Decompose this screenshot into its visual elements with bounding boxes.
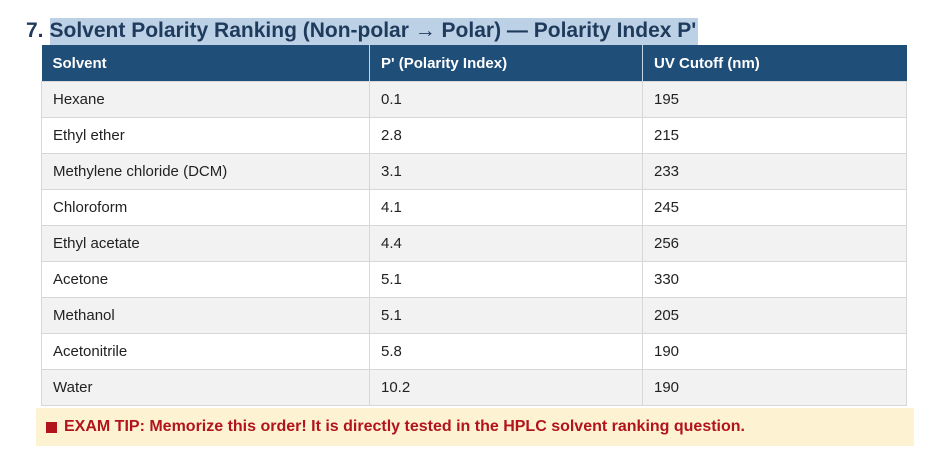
column-header-polarity-index: P' (Polarity Index) [369, 45, 643, 82]
table-row: Acetone 5.1 330 [41, 261, 907, 298]
polarity-index-cell: 3.1 [369, 153, 643, 190]
uv-cutoff-cell: 195 [642, 81, 907, 118]
uv-cutoff-cell: 233 [642, 153, 907, 190]
polarity-index-cell: 10.2 [369, 369, 643, 406]
solvent-cell: Hexane [41, 81, 370, 118]
solvent-cell: Water [41, 369, 370, 406]
uv-cutoff-cell: 215 [642, 117, 907, 154]
section-title[interactable]: Solvent Polarity Ranking (Non-polar → Po… [49, 17, 699, 45]
column-header-solvent: Solvent [41, 45, 370, 82]
table-row: Methanol 5.1 205 [41, 297, 907, 334]
uv-cutoff-cell: 205 [642, 297, 907, 334]
table-row: Chloroform 4.1 245 [41, 189, 907, 226]
polarity-index-cell: 5.1 [369, 261, 643, 298]
table-row: Acetonitrile 5.8 190 [41, 333, 907, 370]
polarity-index-cell: 4.4 [369, 225, 643, 262]
solvent-cell: Methylene chloride (DCM) [41, 153, 370, 190]
solvent-cell: Ethyl ether [41, 117, 370, 154]
square-bullet-icon [46, 421, 57, 433]
solvent-cell: Chloroform [41, 189, 370, 226]
solvent-polarity-table: Solvent P' (Polarity Index) UV Cutoff (n… [41, 45, 907, 406]
solvent-cell: Acetone [41, 261, 370, 298]
table-row: Methylene chloride (DCM) 3.1 233 [41, 153, 907, 190]
table-row: Water 10.2 190 [41, 369, 907, 406]
polarity-index-cell: 0.1 [369, 81, 643, 118]
table-header-row: Solvent P' (Polarity Index) UV Cutoff (n… [41, 45, 907, 82]
uv-cutoff-cell: 190 [642, 333, 907, 370]
polarity-index-cell: 2.8 [369, 117, 643, 154]
column-header-uv-cutoff: UV Cutoff (nm) [642, 45, 907, 82]
solvent-cell: Methanol [41, 297, 370, 334]
exam-tip-text: EXAM TIP: Memorize this order! It is dir… [64, 418, 745, 435]
table-row: Ethyl acetate 4.4 256 [41, 225, 907, 262]
polarity-index-cell: 5.8 [369, 333, 643, 370]
table-row: Hexane 0.1 195 [41, 81, 907, 118]
polarity-index-cell: 4.1 [369, 189, 643, 226]
uv-cutoff-cell: 256 [642, 225, 907, 262]
exam-tip-callout: EXAM TIP: Memorize this order! It is dir… [36, 408, 914, 446]
solvent-cell: Ethyl acetate [41, 225, 370, 262]
section-number: 7. [26, 19, 44, 42]
section-heading: 7. Solvent Polarity Ranking (Non-polar →… [26, 16, 699, 46]
uv-cutoff-cell: 190 [642, 369, 907, 406]
solvent-cell: Acetonitrile [41, 333, 370, 370]
uv-cutoff-cell: 330 [642, 261, 907, 298]
uv-cutoff-cell: 245 [642, 189, 907, 226]
table-row: Ethyl ether 2.8 215 [41, 117, 907, 154]
polarity-index-cell: 5.1 [369, 297, 643, 334]
